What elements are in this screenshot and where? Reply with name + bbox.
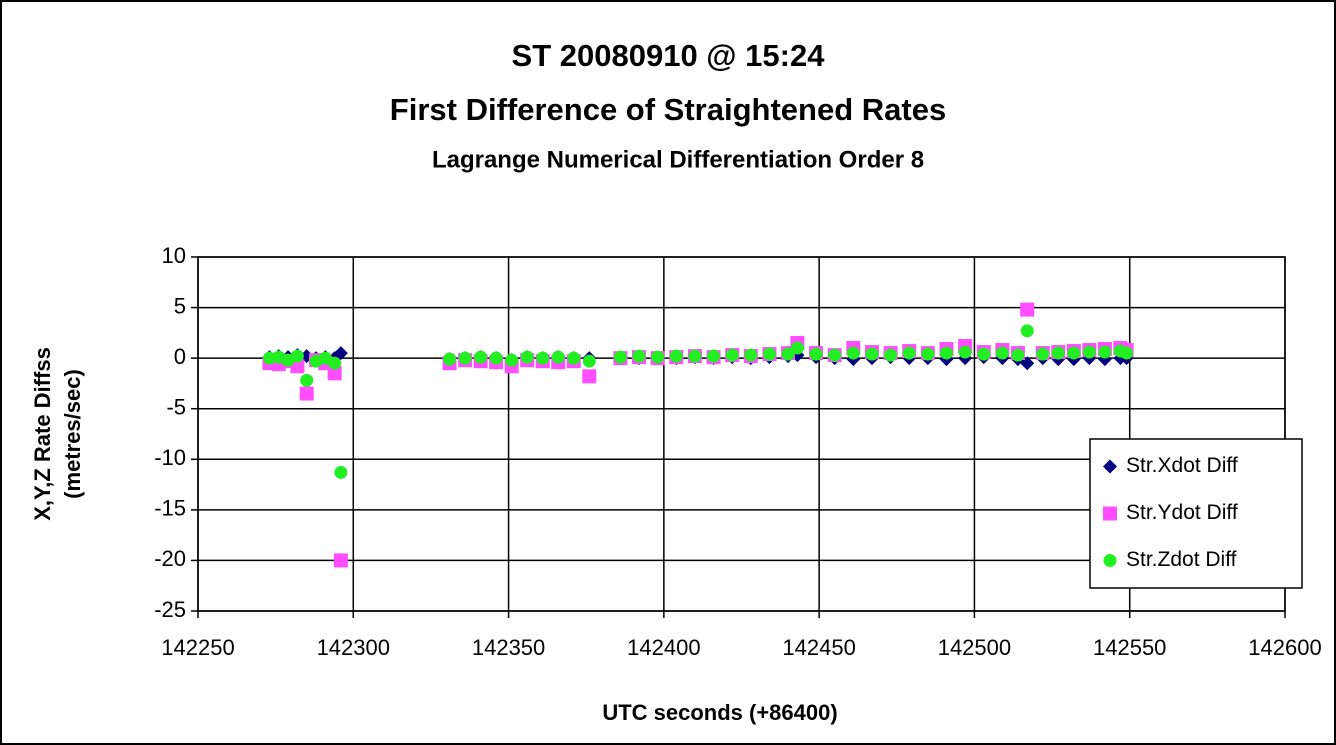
circle-marker [846,346,860,360]
circle-marker [632,349,646,363]
circle-marker [744,348,758,362]
square-marker [333,553,348,568]
chart-title: ST 20080910 @ 15:24 [512,38,826,73]
y-tick-label: 5 [174,293,186,318]
circle-marker [582,354,596,368]
square-marker [582,369,597,384]
y-axis-label: (metres/sec) [60,369,85,499]
circle-marker [977,347,991,361]
y-tick-label: -15 [154,496,186,521]
circle-marker [334,465,348,479]
circle-marker [809,347,823,361]
circle-marker [921,347,935,361]
y-tick-label: -20 [154,546,186,571]
circle-marker [1082,345,1096,359]
circle-marker [520,350,534,364]
diamond-marker [1103,459,1117,474]
circle-marker [1020,324,1034,338]
circle-marker [443,352,457,366]
x-tick-label: 142250 [161,635,234,660]
legend-label: Str.Xdot Diff [1126,454,1238,477]
x-tick-label: 142550 [1093,635,1166,660]
circle-marker [781,347,795,361]
square-marker [299,386,314,401]
circle-marker [865,347,879,361]
square-marker [1103,506,1117,521]
circle-marker [1067,346,1081,360]
circle-marker [613,350,627,364]
x-tick-label: 142350 [472,635,545,660]
circle-marker [651,350,665,364]
circle-marker [762,347,776,361]
circle-marker [1098,345,1112,359]
circle-marker [489,351,503,365]
y-tick-label: -10 [154,445,186,470]
circle-marker [551,350,565,364]
circle-marker [1103,554,1117,567]
legend-label: Str.Ydot Diff [1126,501,1238,524]
circle-marker [458,351,472,365]
diamond-marker [333,346,348,361]
x-axis-label: UTC seconds (+86400) [602,700,837,725]
circle-marker [995,346,1009,360]
circle-marker [669,349,683,363]
circle-marker [884,348,898,362]
circle-marker [300,373,314,387]
circle-marker [902,346,916,360]
circle-marker [1036,347,1050,361]
circle-marker [725,348,739,362]
circle-marker [474,350,488,364]
x-tick-label: 142300 [317,635,390,660]
square-marker [327,366,342,381]
circle-marker [958,345,972,359]
chart-title: First Difference of Straightened Rates [390,92,946,127]
legend-box [1089,438,1303,589]
y-tick-label: -25 [154,597,186,622]
x-tick-label: 142400 [627,635,700,660]
circle-marker [1011,348,1025,362]
circle-marker [707,349,721,363]
circle-marker [328,356,342,370]
legend-label: Str.Zdot Diff [1126,548,1237,571]
plot-area [197,256,1286,612]
circle-marker [1120,346,1134,360]
x-tick-label: 142600 [1248,635,1321,660]
x-tick-label: 142450 [782,635,855,660]
circle-marker [290,349,304,363]
circle-marker [790,341,804,355]
circle-marker [567,351,581,365]
circle-marker [828,348,842,362]
y-axis-label: X,Y,Z Rate Diffss [30,347,55,521]
circle-marker [536,351,550,365]
chart-subtitle: Lagrange Numerical Differentiation Order… [432,146,924,173]
x-tick-label: 142500 [938,635,1011,660]
y-tick-label: 10 [162,243,186,268]
y-tick-label: 0 [174,344,186,369]
circle-marker [939,346,953,360]
circle-marker [505,353,519,367]
circle-marker [1051,346,1065,360]
square-marker [1020,302,1035,317]
circle-marker [688,349,702,363]
y-tick-label: -5 [166,395,186,420]
